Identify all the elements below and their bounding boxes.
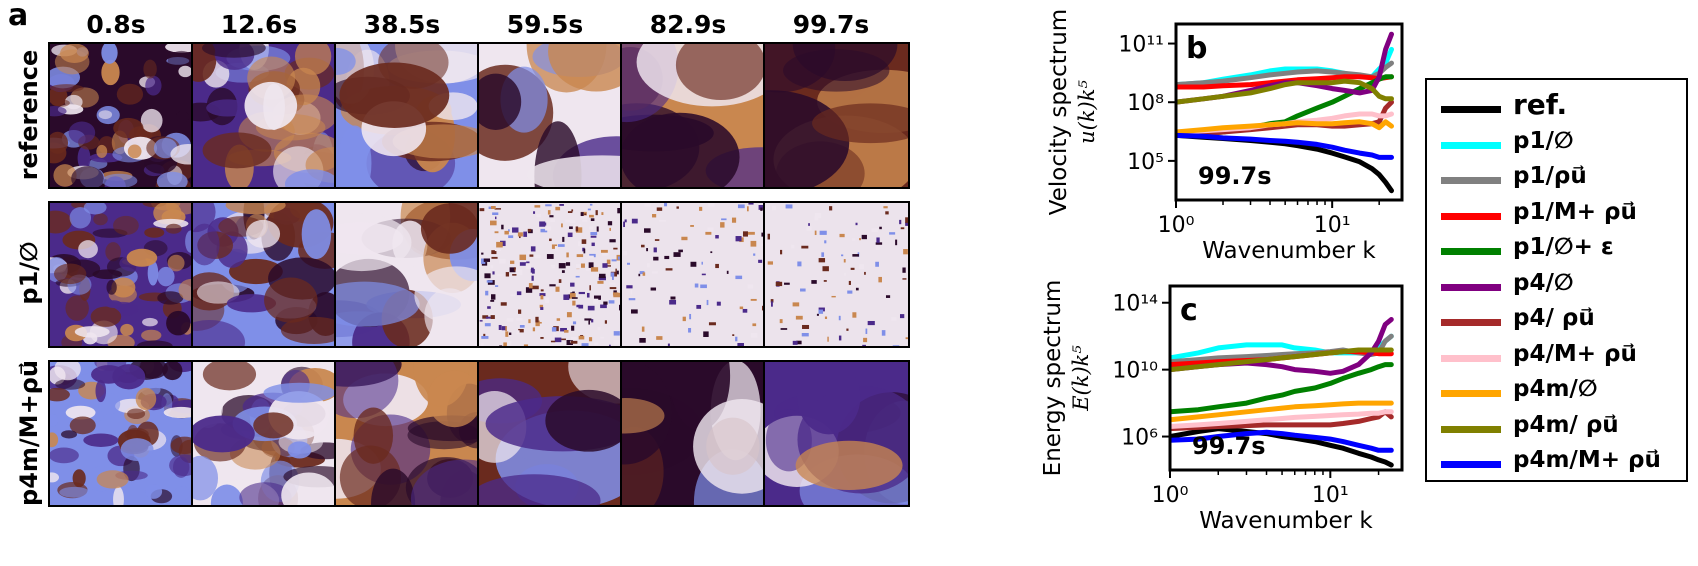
legend-swatch [1441, 354, 1501, 362]
series-line [1176, 132, 1394, 160]
velocity-spectrum-plot: 10⁰ 10¹ 10⁵ 10⁸ 10¹¹ Wavenumber k Velocity spe… [1046, 9, 1404, 264]
panel-a-letter: a [8, 0, 29, 33]
series-line [1170, 409, 1394, 429]
snapshot-tile [477, 360, 624, 507]
y-tick-label: 10⁶ [1121, 426, 1158, 451]
series-line [1170, 409, 1394, 432]
time-annotation: 99.7s [1198, 162, 1272, 190]
series-line [1170, 362, 1394, 415]
time-label: 59.5s [506, 10, 584, 39]
snapshot-tile [620, 360, 767, 507]
y-axis-math-label: u(k)k⁵ [1075, 80, 1099, 144]
series-line [1176, 119, 1394, 135]
snapshot-tile [48, 360, 195, 507]
x-tick-label: 10¹ [1312, 483, 1349, 508]
legend-label: p4/M+ ρu⃗ [1513, 340, 1637, 367]
snapshot-tile [191, 360, 338, 507]
time-label: 82.9s [649, 10, 727, 39]
snapshot-tile [620, 42, 767, 189]
x-tick-label: 10¹ [1314, 213, 1351, 238]
time-label: 0.8s [86, 10, 146, 39]
legend: ref. p1/∅ p1/ρu⃗ p1/M+ ρu⃗ p1/∅+ ε p4/∅ p4/ ρu… [1425, 78, 1688, 482]
time-label: 99.7s [792, 10, 870, 39]
y-axis-math-label: E(k)k⁵ [1069, 345, 1093, 412]
legend-label: p1/∅+ ε [1513, 234, 1614, 260]
x-axis-label: Wavenumber k [1199, 508, 1373, 534]
y-axis-label: Velocity spectrum [1046, 9, 1072, 215]
y-tick-label: 10¹⁴ [1112, 292, 1158, 317]
time-label: 12.6s [220, 10, 298, 39]
plot-frame [1168, 284, 1404, 472]
legend-swatch [1441, 319, 1501, 326]
time-label: 38.5s [363, 10, 441, 39]
legend-label: p1/∅ [1513, 127, 1574, 154]
series-line [1176, 60, 1394, 88]
snapshot-tile [620, 201, 767, 348]
legend-swatch [1441, 106, 1501, 113]
snapshot-tile [763, 360, 910, 507]
energy-spectrum-plot: 10⁰ 10¹ 10⁶ 10¹⁰ 10¹⁴ Wavenumber k Energy spec… [1040, 280, 1404, 534]
legend-swatch [1441, 390, 1501, 397]
legend-swatch [1441, 141, 1501, 149]
y-tick-label: 10⁵ [1127, 150, 1164, 175]
x-axis-label: Wavenumber k [1202, 238, 1376, 264]
snapshot-tile [334, 360, 481, 507]
series-line [1170, 400, 1394, 423]
snapshot-tile [191, 201, 338, 348]
snapshot-tile [763, 42, 910, 189]
legend-label: p4m/M+ ρu⃗ [1513, 447, 1661, 473]
legend-label: ref. [1513, 88, 1568, 121]
snapshot-tile [477, 42, 624, 189]
snapshot-tile [334, 201, 481, 348]
legend-label: p4/ ρu⃗ [1513, 305, 1595, 331]
snapshot-tile [191, 42, 338, 189]
snapshot-tile [334, 42, 481, 189]
legend-label: p4m/ ρu⃗ [1513, 411, 1619, 438]
panel-letter: c [1180, 293, 1198, 328]
legend-swatch [1441, 461, 1501, 468]
legend-label: p4/∅ [1513, 269, 1574, 296]
y-tick-label: 10⁸ [1127, 91, 1164, 116]
series-line [1170, 429, 1394, 453]
legend-swatch [1441, 212, 1501, 220]
legend-swatch [1441, 177, 1501, 184]
x-tick-label: 10⁰ [1158, 213, 1195, 238]
y-axis-label: Energy spectrum [1040, 280, 1066, 477]
snapshot-tile [477, 201, 624, 348]
series-line [1170, 426, 1394, 468]
series-line [1176, 78, 1394, 105]
legend-swatch [1441, 425, 1501, 433]
time-annotation: 99.7s [1192, 432, 1266, 460]
snapshot-tile [48, 201, 195, 348]
x-tick-label: 10⁰ [1152, 483, 1189, 508]
row-label-p4m: p4m/M+ρu⃗ [15, 360, 43, 506]
snapshot-tile [48, 42, 195, 189]
snapshot-tile [763, 201, 910, 348]
panel-letter: b [1186, 31, 1207, 66]
y-tick-label: 10¹¹ [1118, 33, 1164, 58]
legend-swatch [1441, 283, 1501, 291]
legend-label: p1/ρu⃗ [1513, 163, 1587, 189]
legend-label: p4m/∅ [1513, 376, 1598, 402]
legend-label: p1/M+ ρu⃗ [1513, 198, 1637, 225]
series-line [1170, 347, 1394, 373]
legend-swatch [1441, 248, 1501, 255]
plot-frame [1174, 22, 1404, 202]
y-tick-label: 10¹⁰ [1112, 359, 1158, 384]
